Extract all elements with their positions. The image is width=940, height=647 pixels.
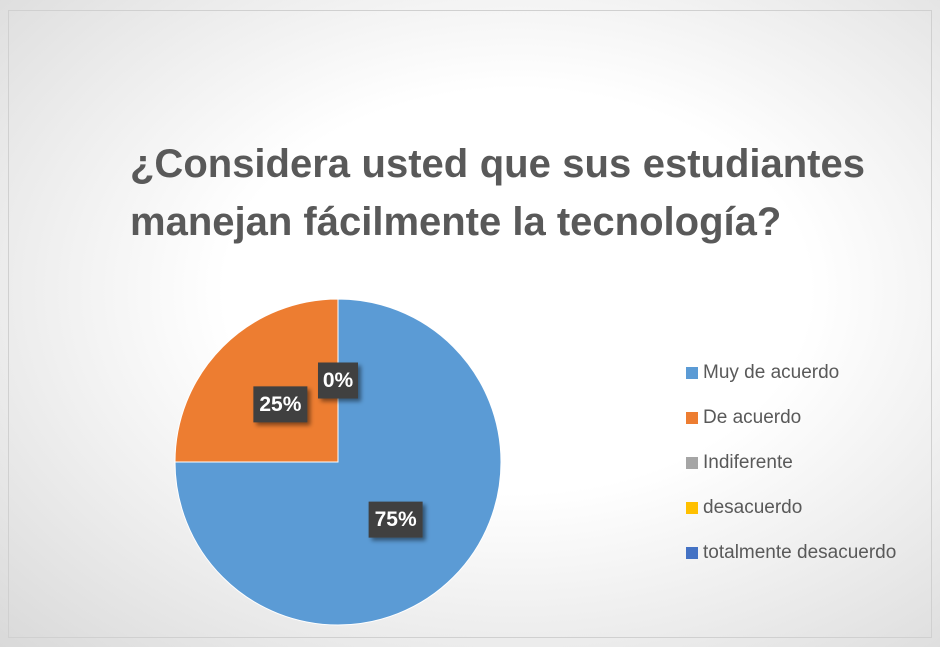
legend-label: Muy de acuerdo xyxy=(703,362,839,383)
legend-label: Indiferente xyxy=(703,452,793,473)
legend-swatch xyxy=(686,367,698,379)
legend-swatch xyxy=(686,502,698,514)
pie-slice xyxy=(174,298,502,626)
legend-label: De acuerdo xyxy=(703,407,801,428)
legend-swatch xyxy=(686,547,698,559)
data-label: 75% xyxy=(368,501,423,538)
data-label-text: 0% xyxy=(323,369,354,392)
data-label-box xyxy=(318,362,358,399)
data-label: 0% xyxy=(318,362,358,399)
legend-swatch xyxy=(686,412,698,424)
legend-label: totalmente desacuerdo xyxy=(703,542,896,563)
legend-label: desacuerdo xyxy=(703,497,802,518)
legend-swatch xyxy=(686,457,698,469)
chart-frame xyxy=(8,10,932,638)
data-label-box xyxy=(253,386,308,423)
pie-slice xyxy=(174,298,339,463)
data-label-box xyxy=(368,501,423,538)
data-label-text: 75% xyxy=(375,508,417,531)
data-label: 25% xyxy=(253,386,308,423)
chart-title: ¿Considera usted que sus estudiantes man… xyxy=(130,142,865,244)
data-label-text: 25% xyxy=(259,393,301,416)
